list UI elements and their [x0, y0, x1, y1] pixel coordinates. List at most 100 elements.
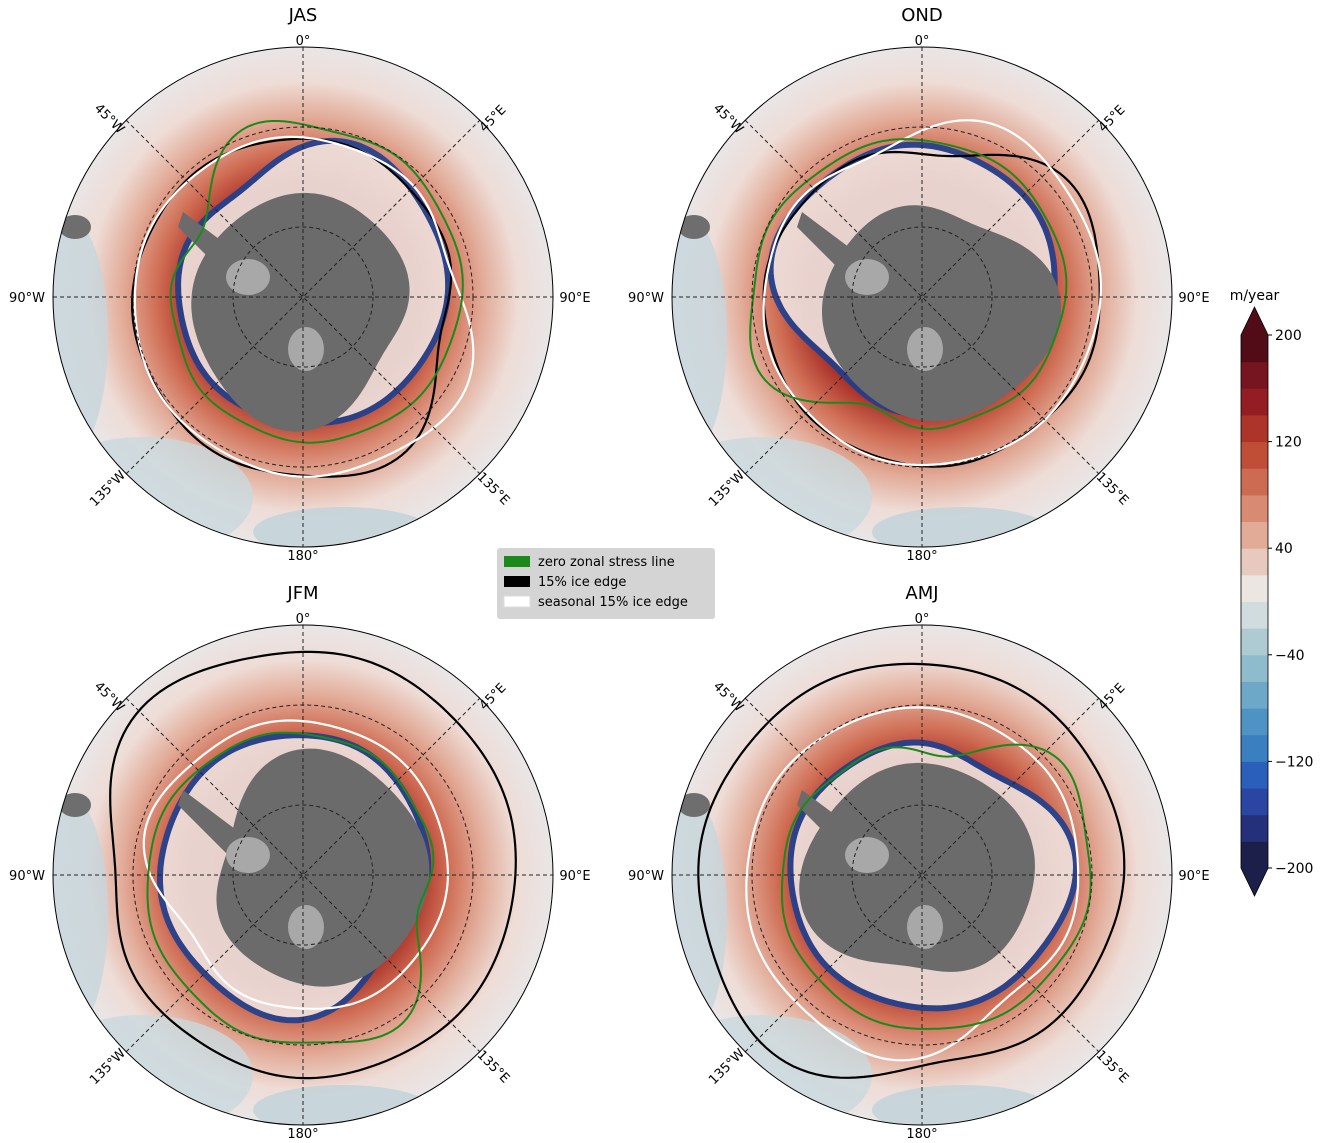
colorbar-tick-label: 200 [1275, 328, 1302, 344]
continent [191, 192, 410, 432]
colorbar-segment [1241, 788, 1268, 816]
longitude-label: 45°W [91, 101, 127, 137]
colorbar-tick-label: 40 [1275, 541, 1293, 557]
longitude-label: 135°W [87, 468, 129, 510]
longitude-label: 135°E [474, 1048, 513, 1087]
graticule [851, 804, 993, 946]
colorbar-segment [1241, 521, 1268, 549]
peninsula [178, 212, 243, 277]
colorbar-label: m/year [1230, 288, 1280, 304]
colorbar-segment [1241, 548, 1268, 576]
longitude-label: 45°W [710, 679, 746, 715]
continent [799, 762, 1035, 972]
longitude-label: 135°E [1093, 470, 1132, 509]
zero-stress-line [169, 120, 464, 444]
south-america [678, 793, 710, 817]
colorbar-segment [1241, 361, 1268, 389]
map-border [52, 624, 554, 1126]
map-border [52, 46, 554, 548]
longitude-label: 135°E [1093, 1048, 1132, 1087]
seasonal-ice-edge [745, 706, 1080, 1062]
legend-swatch [504, 576, 530, 587]
colorbar-segment [1241, 681, 1268, 709]
colorbar-segment [1241, 468, 1268, 496]
colorbar-segment [1241, 814, 1268, 842]
meridian [744, 697, 1100, 1053]
meridian [125, 697, 481, 1053]
ice-shelf [845, 837, 889, 873]
map-border [671, 46, 1173, 548]
colorbar-segment [1241, 628, 1268, 656]
blue-patch [872, 1085, 1052, 1125]
colorbar-tick-label: −200 [1275, 861, 1313, 877]
colorbar-segment [1241, 761, 1268, 789]
panel-title: AMJ [905, 583, 938, 604]
ice-shelf [288, 905, 324, 949]
colorbar-segment [1241, 708, 1268, 736]
legend-label: 15% ice edge [538, 575, 626, 590]
longitude-label: 180° [287, 1127, 318, 1142]
colorbar-extend-top [1241, 307, 1268, 335]
colorbar-segment [1241, 601, 1268, 629]
panel-title: JAS [288, 5, 318, 26]
longitude-label: 90°W [628, 869, 664, 884]
colorbar-tick-label: −120 [1275, 754, 1313, 770]
ice-edge [697, 662, 1126, 1079]
ice-shelf [845, 259, 889, 295]
blue-patch [53, 217, 108, 457]
colorbar-segment [1241, 388, 1268, 416]
ice-shelf [907, 905, 943, 949]
longitude-label: 90°E [559, 291, 590, 306]
longitude-label: 180° [287, 549, 318, 564]
legend-box [497, 548, 715, 619]
ice-edge [109, 650, 517, 1080]
meridian [125, 119, 481, 475]
blue-patch [672, 217, 727, 457]
continent [822, 205, 1061, 422]
longitude-label: 180° [906, 549, 937, 564]
longitude-label: 45°W [710, 101, 746, 137]
colorbar-segment [1241, 335, 1268, 363]
colorbar-tick-label: 120 [1275, 435, 1302, 451]
blue-patch [53, 1015, 253, 1125]
peninsula [797, 790, 862, 855]
longitude-label: 90°E [1178, 869, 1209, 884]
longitude-label: 0° [915, 34, 930, 49]
blue-patch [672, 437, 872, 547]
colorbar-extend-bottom [1241, 868, 1268, 896]
ice-shelf [226, 259, 270, 295]
longitude-label: 135°W [706, 1046, 748, 1088]
map-panel: AMJ 0° 45°E 90°E 135°E 180° 135°W 90°W 45°W [628, 583, 1210, 1142]
meridian [125, 119, 481, 475]
longitude-label: 90°W [9, 869, 45, 884]
legend-swatch [504, 556, 530, 567]
map-panel: JAS 0° 45°E 90°E 135°E 180° 135°W 90°W 45°W [9, 5, 591, 564]
meridian [744, 119, 1100, 475]
meridian [744, 697, 1100, 1053]
legend-label: zero zonal stress line [538, 555, 675, 570]
ice-shelf [288, 327, 324, 371]
ice-shelf [226, 837, 270, 873]
blue-patch [872, 507, 1052, 547]
panel-title: OND [901, 5, 943, 26]
longitude-label: 45°E [1096, 681, 1129, 714]
longitude-label: 0° [296, 34, 311, 49]
longitude-label: 90°W [628, 291, 664, 306]
zero-stress-line [749, 138, 1068, 431]
zero-stress-line [146, 731, 435, 1044]
blue-patch [53, 795, 108, 1035]
continent [216, 748, 430, 987]
ice-shelf [907, 327, 943, 371]
zero-stress-line [781, 743, 1092, 1030]
longitude-label: 0° [915, 612, 930, 627]
longitude-label: 90°E [559, 869, 590, 884]
south-america [59, 793, 91, 817]
colorbar-segment [1241, 734, 1268, 762]
colorbar-segment [1241, 574, 1268, 602]
longitude-label: 135°W [706, 468, 748, 510]
longitude-label: 45°E [1096, 103, 1129, 136]
longitude-label: 135°W [87, 1046, 129, 1088]
colorbar-tick-label: −40 [1275, 648, 1305, 664]
colorbar-segment [1241, 841, 1268, 869]
